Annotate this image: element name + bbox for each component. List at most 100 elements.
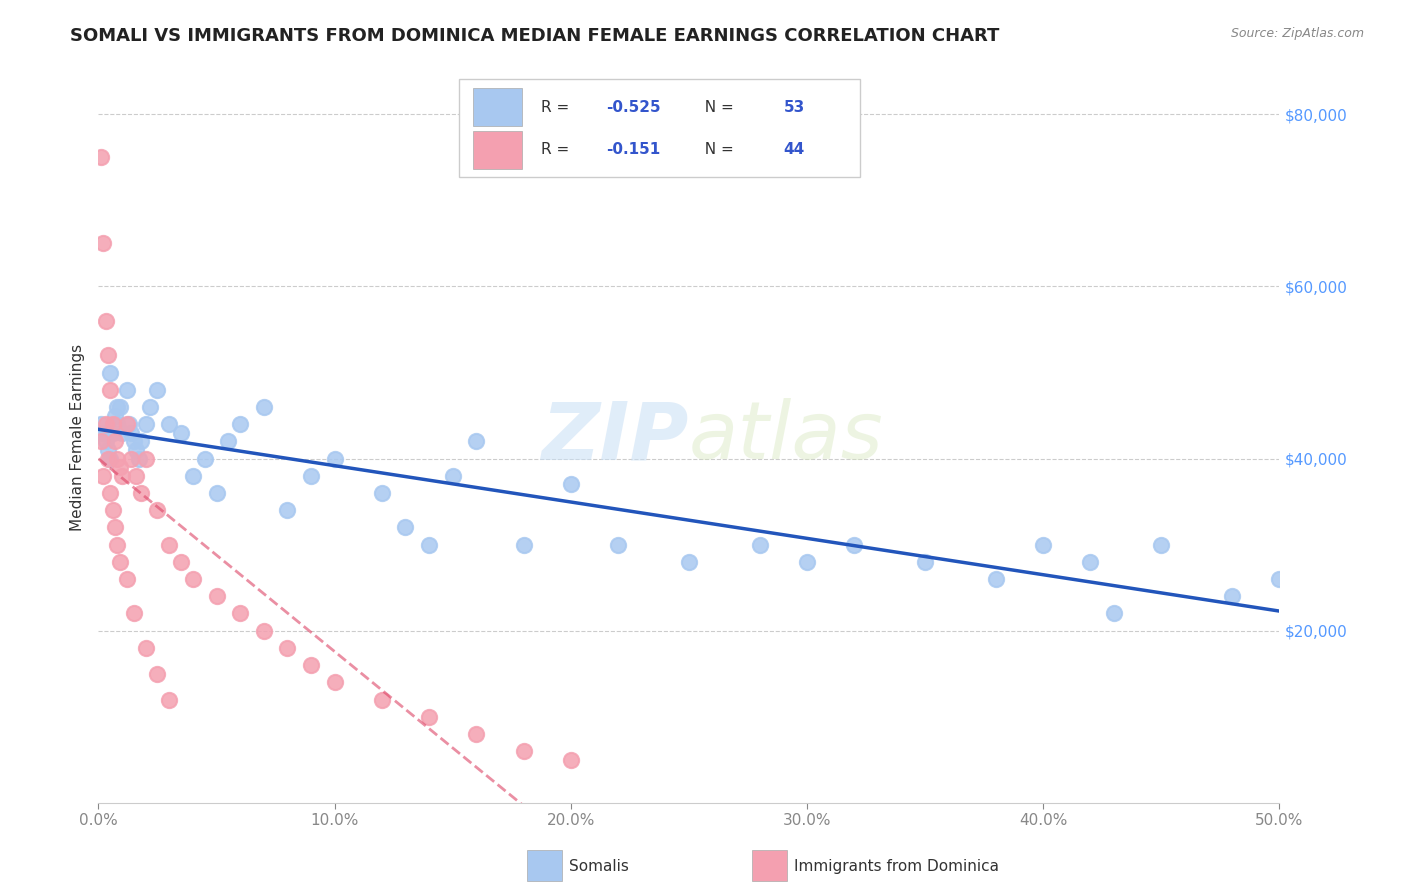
Point (122, 434, 145, 449)
Text: -0.525: -0.525 (606, 100, 661, 115)
Point (105, 417, 128, 432)
Point (129, 486, 152, 500)
Point (121, 451, 143, 466)
Point (101, 503, 124, 517)
Point (91, 236, 114, 251)
Point (276, 640, 298, 655)
Point (115, 417, 138, 432)
Text: N =: N = (695, 142, 738, 157)
Point (146, 383, 169, 397)
Point (512, 538, 534, 552)
Point (1032, 538, 1054, 552)
Point (139, 400, 162, 414)
Point (101, 425, 124, 440)
Point (90, 150, 112, 164)
Point (94, 434, 117, 449)
Point (394, 520, 416, 534)
Point (125, 442, 148, 457)
Point (217, 434, 239, 449)
Point (748, 538, 770, 552)
Text: ZIP: ZIP (541, 398, 689, 476)
Text: R =: R = (541, 142, 575, 157)
Point (98, 451, 121, 466)
Point (229, 417, 252, 432)
Point (465, 434, 488, 449)
Point (512, 744, 534, 758)
Point (607, 538, 630, 552)
Point (205, 486, 228, 500)
Point (418, 710, 440, 724)
Point (90, 417, 112, 432)
Point (181, 572, 204, 586)
Point (111, 468, 134, 483)
Point (299, 658, 322, 673)
Point (146, 503, 169, 517)
Point (115, 383, 138, 397)
Y-axis label: Median Female Earnings: Median Female Earnings (69, 343, 84, 531)
Point (98, 486, 121, 500)
Point (125, 468, 148, 483)
Point (129, 434, 152, 449)
Point (146, 666, 169, 681)
Point (135, 640, 157, 655)
Text: -0.151: -0.151 (606, 142, 661, 157)
Text: R =: R = (541, 100, 575, 115)
Point (105, 400, 128, 414)
Point (108, 400, 131, 414)
Point (253, 400, 276, 414)
Point (371, 692, 394, 706)
Point (108, 555, 131, 569)
Point (105, 451, 128, 466)
Point (441, 468, 464, 483)
Point (465, 727, 488, 741)
Point (101, 417, 124, 432)
Point (104, 434, 127, 449)
Point (108, 460, 131, 475)
Point (418, 538, 440, 552)
Point (97, 442, 120, 457)
Point (104, 409, 127, 423)
Text: atlas: atlas (689, 398, 884, 476)
Text: Immigrants from Dominica: Immigrants from Dominica (794, 859, 1000, 873)
Point (157, 417, 180, 432)
Point (844, 538, 866, 552)
Point (299, 468, 322, 483)
Point (170, 555, 193, 569)
Point (105, 538, 128, 552)
Point (94, 417, 117, 432)
Text: N =: N = (695, 100, 738, 115)
Point (796, 555, 818, 569)
Point (104, 520, 127, 534)
FancyBboxPatch shape (472, 88, 523, 126)
Point (122, 607, 145, 621)
Point (276, 503, 298, 517)
Point (98, 383, 121, 397)
Point (94, 314, 117, 328)
Point (121, 425, 143, 440)
FancyBboxPatch shape (458, 78, 860, 178)
Point (323, 451, 346, 466)
Point (91, 468, 114, 483)
Text: SOMALI VS IMMIGRANTS FROM DOMINICA MEDIAN FEMALE EARNINGS CORRELATION CHART: SOMALI VS IMMIGRANTS FROM DOMINICA MEDIA… (70, 27, 1000, 45)
Point (678, 555, 700, 569)
Point (1268, 572, 1291, 586)
Point (194, 451, 217, 466)
Point (984, 572, 1007, 586)
Point (1102, 607, 1125, 621)
Text: Somalis: Somalis (569, 859, 630, 873)
Point (111, 425, 134, 440)
Point (97, 451, 120, 466)
Text: 53: 53 (783, 100, 804, 115)
Text: 44: 44 (783, 142, 804, 157)
Point (181, 468, 204, 483)
FancyBboxPatch shape (472, 130, 523, 169)
Point (323, 675, 346, 690)
Point (97, 348, 120, 362)
Point (135, 451, 157, 466)
Point (205, 589, 228, 603)
Point (118, 417, 141, 432)
Point (157, 538, 180, 552)
Point (229, 607, 252, 621)
Point (157, 692, 180, 706)
Point (560, 477, 582, 491)
